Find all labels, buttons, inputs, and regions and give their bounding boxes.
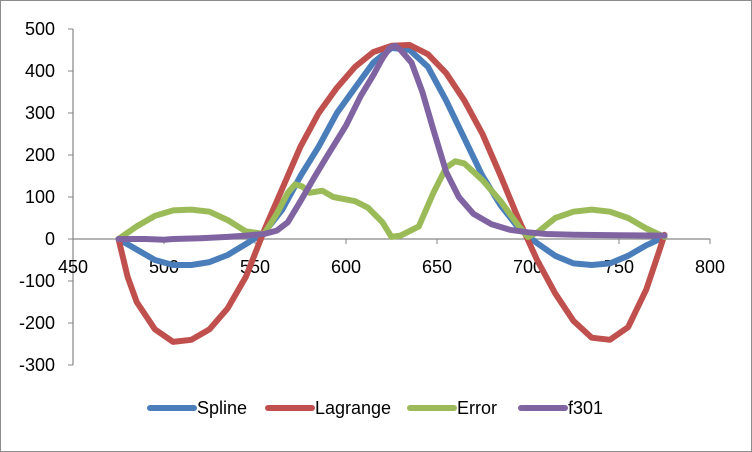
series-layer bbox=[115, 42, 668, 345]
series-line-f301 bbox=[115, 42, 668, 243]
series-line-lagrange bbox=[115, 42, 668, 345]
x-tick-label: 650 bbox=[422, 257, 452, 277]
x-tick-label: 600 bbox=[331, 257, 361, 277]
y-tick-label: -300 bbox=[19, 355, 55, 375]
x-tick-label: 450 bbox=[58, 257, 88, 277]
y-tick-label: 400 bbox=[25, 61, 55, 81]
legend-label-spline: Spline bbox=[197, 398, 247, 418]
y-tick-label: 300 bbox=[25, 103, 55, 123]
series-line-error bbox=[115, 158, 668, 242]
y-tick-label: 0 bbox=[45, 229, 55, 249]
legend: Spline Lagrange Error f301 bbox=[147, 398, 603, 418]
x-tick-label: 800 bbox=[695, 257, 725, 277]
legend-label-lagrange: Lagrange bbox=[315, 398, 391, 418]
legend-label-f301: f301 bbox=[568, 398, 603, 418]
y-tick-label: 200 bbox=[25, 145, 55, 165]
y-tick-label: -100 bbox=[19, 271, 55, 291]
y-tick-label: -200 bbox=[19, 313, 55, 333]
legend-label-error: Error bbox=[457, 398, 497, 418]
y-tick-label: 500 bbox=[25, 19, 55, 39]
y-tick-label: 100 bbox=[25, 187, 55, 207]
